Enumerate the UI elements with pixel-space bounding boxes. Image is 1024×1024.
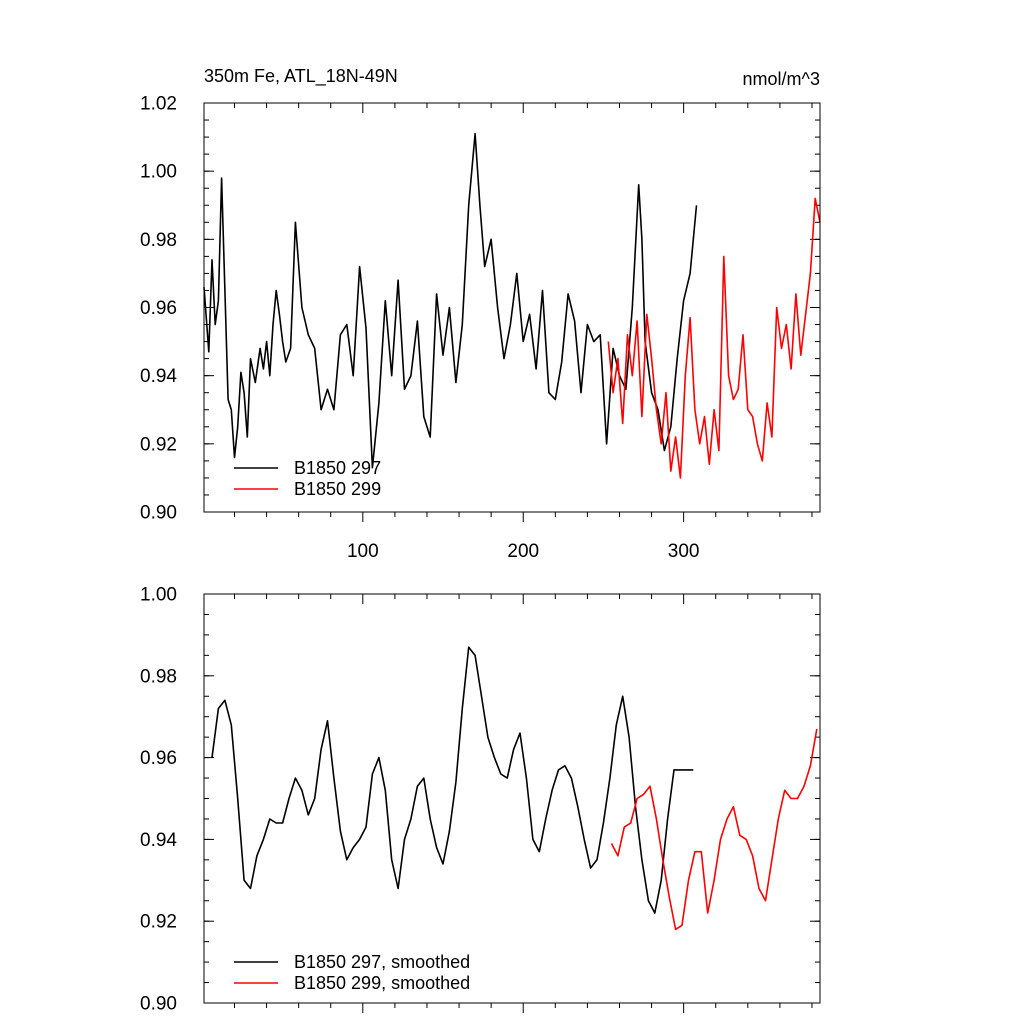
y-tick-labels: 0.90 0.92 0.94 0.96 0.98 1.00 1.02 bbox=[140, 94, 177, 524]
chart-title: 350m Fe, ATL_18N-49N bbox=[204, 66, 398, 87]
y-tick-label: 0.92 bbox=[140, 434, 177, 455]
x-tick-labels: 100 200 300 bbox=[347, 541, 700, 562]
legend-label: B1850 299, smoothed bbox=[294, 973, 470, 993]
y-tick-labels: 0.90 0.92 0.94 0.96 0.98 1.00 bbox=[140, 585, 177, 1015]
plot-frame bbox=[203, 593, 821, 1004]
y-tick-label: 0.98 bbox=[140, 666, 177, 687]
x-tick-label: 200 bbox=[507, 541, 539, 562]
y-tick-label: 0.96 bbox=[140, 748, 177, 769]
y-tick-label: 0.92 bbox=[140, 912, 177, 933]
series-line-2 bbox=[610, 728, 818, 931]
legend-label: B1850 297, smoothed bbox=[294, 952, 470, 972]
units-label: nmol/m^3 bbox=[743, 69, 820, 89]
legend-label: B1850 299 bbox=[294, 479, 381, 499]
y-tick-label: 1.02 bbox=[140, 94, 177, 115]
y-tick-label: 0.90 bbox=[140, 503, 177, 524]
y-tick-label: 0.96 bbox=[140, 298, 177, 319]
y-tick-label: 0.90 bbox=[140, 994, 177, 1015]
legend-label: B1850 297 bbox=[294, 458, 381, 478]
series-line-2 bbox=[607, 197, 821, 479]
x-tick-label: 100 bbox=[347, 541, 379, 562]
plot-frame bbox=[203, 102, 821, 513]
top-panel: 350m Fe, ATL_18N-49N nmol/m^3 0.900.920.… bbox=[140, 66, 821, 562]
y-tick-label: 0.98 bbox=[140, 230, 177, 251]
y-tick-label: 1.00 bbox=[140, 162, 177, 183]
x-tick-label: 300 bbox=[668, 541, 700, 562]
plot-series bbox=[203, 132, 821, 479]
plot-series bbox=[211, 646, 818, 931]
y-tick-label: 0.94 bbox=[140, 366, 177, 387]
bottom-panel: 0.90 0.92 0.94 0.96 0.98 1.00 B1850 297, smoo… bbox=[140, 585, 821, 1015]
series-line-1 bbox=[211, 646, 694, 914]
y-tick-label: 0.94 bbox=[140, 830, 177, 851]
axis-ticks bbox=[204, 593, 820, 1013]
series-line-1 bbox=[203, 132, 698, 469]
y-tick-label: 1.00 bbox=[140, 585, 177, 606]
